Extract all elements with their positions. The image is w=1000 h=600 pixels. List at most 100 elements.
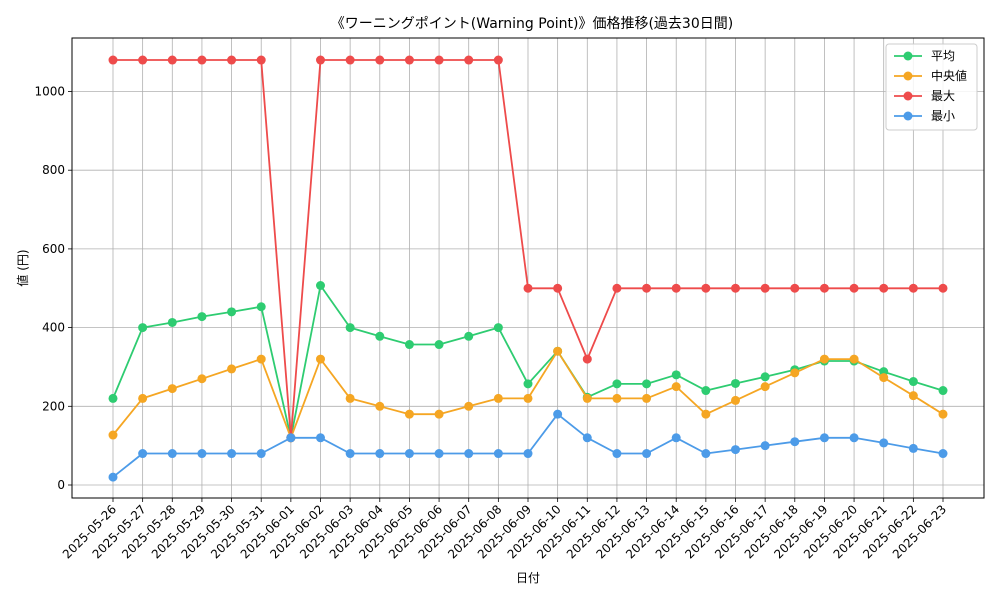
- series-layer: [108, 55, 948, 482]
- data-point: [434, 340, 444, 350]
- legend-swatch-marker: [903, 111, 913, 121]
- legend-item: 平均: [894, 49, 955, 63]
- data-point: [197, 312, 207, 322]
- data-point: [582, 354, 592, 364]
- data-point: [642, 393, 652, 403]
- data-point: [316, 354, 325, 364]
- data-point: [671, 382, 681, 392]
- data-point: [760, 382, 770, 392]
- data-point: [493, 449, 503, 459]
- data-point: [493, 55, 503, 65]
- data-point: [849, 354, 859, 364]
- data-point: [316, 55, 325, 65]
- data-point: [701, 386, 711, 396]
- data-point: [642, 283, 652, 293]
- data-point: [642, 379, 652, 389]
- data-point: [701, 409, 711, 419]
- data-point: [108, 430, 118, 440]
- data-point: [493, 393, 503, 403]
- legend-item: 最大: [894, 89, 955, 103]
- data-point: [760, 441, 770, 451]
- data-point: [256, 449, 266, 459]
- data-point: [938, 409, 948, 419]
- data-point: [345, 55, 355, 65]
- legend-frame: [885, 43, 978, 131]
- data-point: [256, 354, 266, 364]
- data-point: [790, 368, 800, 378]
- data-point: [404, 55, 414, 65]
- y-axis-label: 値 (円): [15, 249, 30, 286]
- data-point: [642, 449, 652, 459]
- data-point: [612, 283, 622, 293]
- data-point: [167, 55, 177, 65]
- data-point: [464, 331, 474, 341]
- data-point: [908, 443, 918, 453]
- data-point: [375, 401, 385, 411]
- data-point: [731, 283, 740, 293]
- grid-layer: [72, 38, 984, 498]
- x-axis: 2025-05-262025-05-272025-05-282025-05-29…: [60, 498, 949, 561]
- data-point: [523, 449, 533, 459]
- series-3: [108, 55, 948, 443]
- data-point: [849, 283, 859, 293]
- data-point: [404, 409, 414, 419]
- data-point: [523, 379, 533, 389]
- data-point: [731, 395, 740, 405]
- data-point: [138, 55, 148, 65]
- data-point: [553, 283, 563, 293]
- data-point: [227, 55, 237, 65]
- legend-item: 最小: [894, 109, 955, 123]
- x-axis-label: 日付: [516, 571, 540, 585]
- legend-label: 平均: [931, 49, 955, 63]
- data-point: [434, 409, 444, 419]
- chart-title: 《ワーニングポイント(Warning Point)》価格推移(過去30日間): [331, 16, 733, 32]
- y-tick-label: 800: [42, 163, 65, 177]
- data-point: [108, 393, 118, 403]
- y-tick-label: 200: [42, 399, 65, 413]
- data-point: [404, 449, 414, 459]
- data-point: [908, 283, 918, 293]
- data-point: [849, 433, 859, 443]
- data-point: [167, 384, 177, 394]
- data-point: [553, 346, 563, 356]
- data-point: [671, 433, 681, 443]
- data-point: [316, 280, 325, 290]
- data-point: [908, 377, 918, 387]
- data-point: [938, 386, 948, 396]
- data-point: [375, 55, 385, 65]
- data-point: [256, 55, 266, 65]
- data-point: [464, 55, 474, 65]
- data-point: [197, 55, 207, 65]
- legend-swatch-marker: [903, 71, 913, 81]
- legend-label: 中央値: [931, 68, 967, 83]
- data-point: [108, 472, 118, 482]
- data-point: [345, 393, 355, 403]
- data-point: [345, 449, 355, 459]
- data-point: [464, 401, 474, 411]
- data-point: [138, 393, 148, 403]
- y-tick-label: 400: [42, 321, 65, 335]
- data-point: [167, 449, 177, 459]
- y-tick-label: 1000: [34, 85, 65, 99]
- data-point: [879, 373, 889, 383]
- data-point: [879, 283, 889, 293]
- data-point: [316, 433, 325, 443]
- y-tick-label: 0: [57, 478, 65, 492]
- legend-label: 最小: [931, 109, 955, 123]
- data-point: [731, 445, 740, 455]
- data-point: [701, 283, 711, 293]
- data-point: [464, 449, 474, 459]
- y-tick-label: 600: [42, 242, 65, 256]
- data-point: [819, 283, 829, 293]
- data-point: [938, 449, 948, 459]
- data-point: [256, 302, 266, 312]
- data-point: [227, 449, 237, 459]
- data-point: [493, 323, 503, 333]
- data-point: [434, 449, 444, 459]
- legend-item: 中央値: [894, 68, 967, 83]
- data-point: [345, 323, 355, 333]
- data-point: [819, 433, 829, 443]
- data-point: [582, 393, 592, 403]
